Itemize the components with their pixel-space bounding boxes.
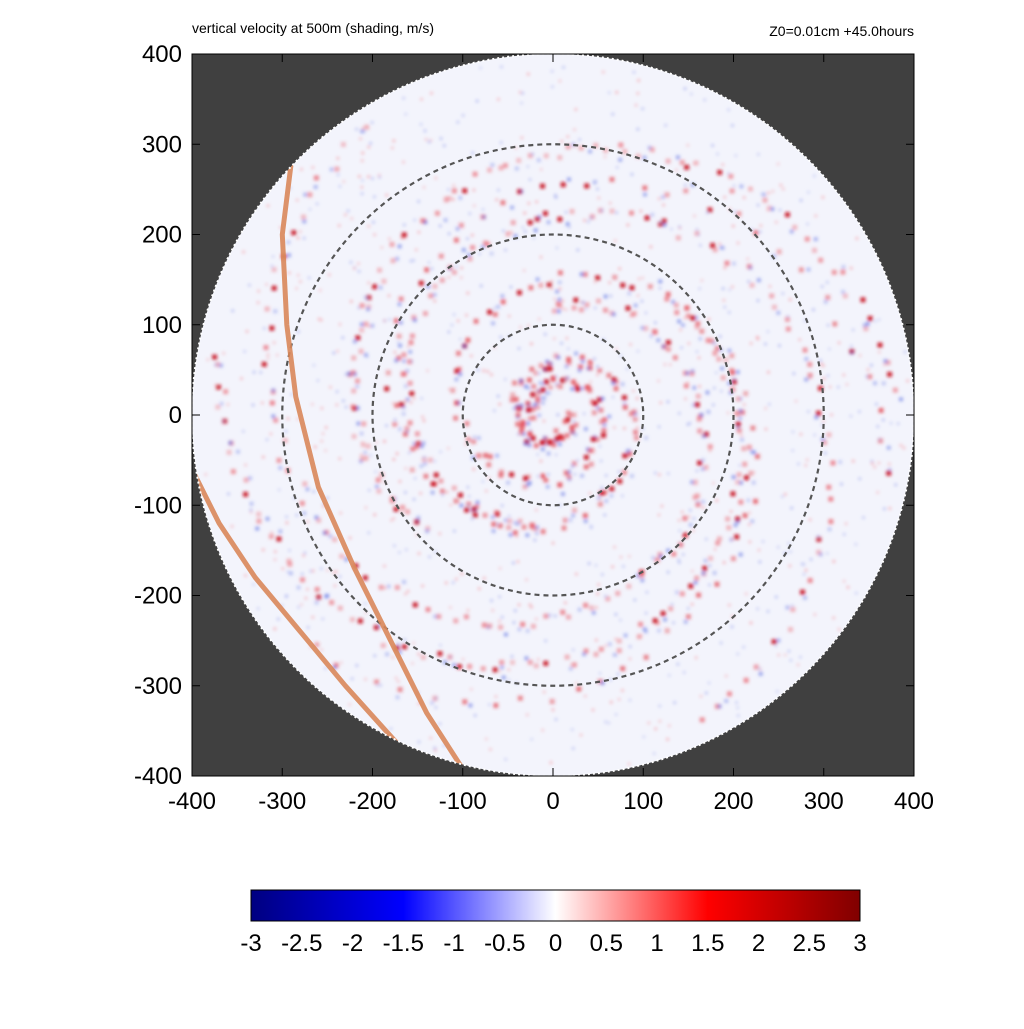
colorbar-tick-label: -1: [443, 930, 464, 957]
colorbar-tick-label: -2.5: [281, 930, 322, 957]
x-tick-label: 300: [804, 788, 844, 815]
x-tick-label: 100: [623, 788, 663, 815]
x-tick-label: 400: [894, 788, 934, 815]
colorbar-tick-label: 1.5: [691, 930, 724, 957]
coastlines: [192, 159, 470, 776]
y-tick-label: -100: [134, 492, 182, 519]
y-tick-label: -400: [134, 763, 182, 790]
coastline-2: [192, 466, 430, 776]
y-tick-label: 0: [169, 402, 182, 429]
y-tick-label: 200: [142, 222, 182, 249]
x-tick-label: -400: [168, 788, 216, 815]
reference-circle-300: [281, 143, 825, 687]
colorbar-tick-label: 3: [853, 930, 866, 957]
reference-circles: [281, 143, 825, 687]
colorbar-tick-label: 2: [752, 930, 765, 957]
reference-circle-100: [461, 323, 645, 507]
chart-subtitle: Z0=0.01cm +45.0hours: [769, 23, 914, 39]
y-tick-label: -300: [134, 673, 182, 700]
colorbar: [250, 889, 861, 922]
reference-circle-200: [371, 233, 735, 597]
colorbar-tick-label: -1.5: [383, 930, 424, 957]
colorbar-tick-label: 0.5: [590, 930, 623, 957]
x-tick-label: -300: [258, 788, 306, 815]
y-axis-tick-labels: 400 300 200 100 0 -100 -200 -300 -400: [134, 41, 182, 790]
colorbar-tick-label: -2: [342, 930, 363, 957]
y-tick-label: -200: [134, 583, 182, 610]
x-tick-label: -200: [348, 788, 396, 815]
x-tick-label: -100: [439, 788, 487, 815]
colorbar-tick-labels: -3 -2.5 -2 -1.5 -1 -0.5 0 0.5 1 1.5 2 2.5 3: [240, 930, 866, 957]
x-tick-label: 0: [546, 788, 559, 815]
colorbar-tick-label: -0.5: [484, 930, 525, 957]
y-tick-label: 100: [142, 312, 182, 339]
velocity-field: [204, 65, 910, 766]
x-tick-label: 200: [713, 788, 753, 815]
colorbar-tick-label: 1: [650, 930, 663, 957]
x-axis-tick-labels: -400 -300 -200 -100 0 100 200 300 400: [168, 788, 934, 815]
colorbar-tick-label: 2.5: [793, 930, 826, 957]
y-tick-label: 400: [142, 41, 182, 68]
colorbar-tick-label: 0: [549, 930, 562, 957]
model-domain: [192, 54, 914, 776]
colorbar-tick-label: -3: [240, 930, 261, 957]
y-tick-label: 300: [142, 131, 182, 158]
axis-ticks: [191, 53, 915, 777]
chart-title: vertical velocity at 500m (shading, m/s): [192, 20, 434, 36]
coastline-1: [279, 159, 470, 776]
